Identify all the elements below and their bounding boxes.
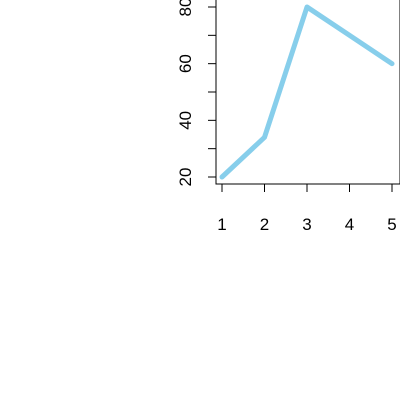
x-tick-label: 3 (302, 215, 311, 234)
y-tick-label: 80 (176, 0, 195, 16)
series-line-0 (219, 4, 395, 180)
x-tick-label: 2 (260, 215, 269, 234)
y-tick-label: 60 (176, 54, 195, 73)
y-tick-label: 20 (176, 168, 195, 187)
series-layer (219, 4, 395, 180)
y-tick-label: 40 (176, 111, 195, 130)
x-tick-label: 5 (387, 215, 396, 234)
plot-frame (215, 0, 400, 185)
x-tick-label: 4 (345, 215, 354, 234)
x-tick-label: 1 (217, 215, 226, 234)
axes: 1 2 3 4 5 20 40 60 80 (176, 0, 400, 234)
